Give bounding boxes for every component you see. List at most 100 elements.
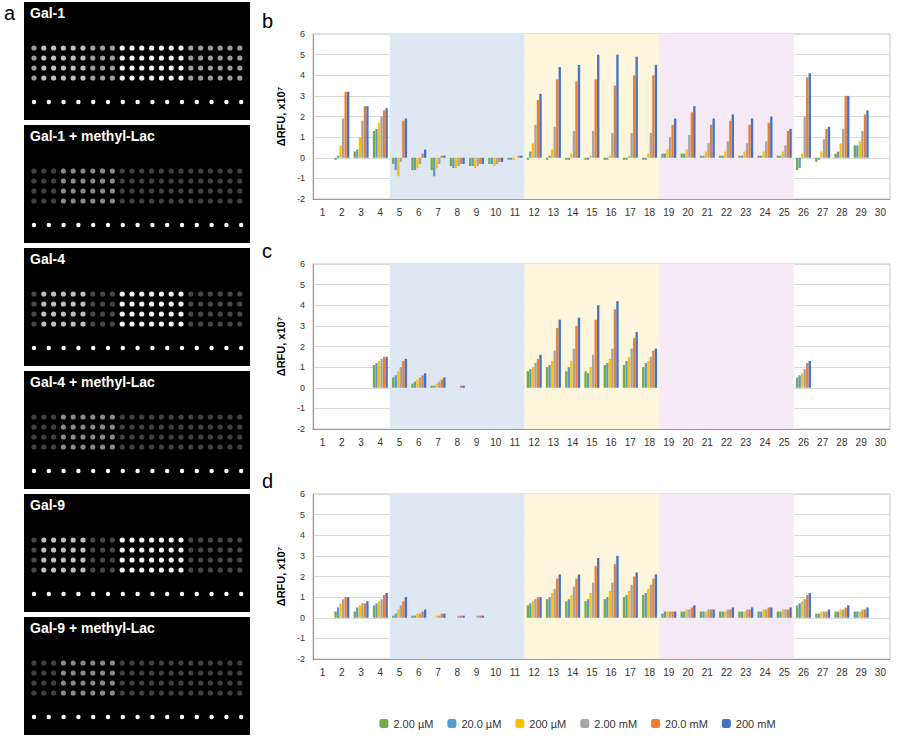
svg-text:26: 26 bbox=[798, 207, 810, 218]
svg-text:5: 5 bbox=[300, 280, 305, 290]
svg-text:20: 20 bbox=[682, 667, 694, 678]
svg-text:6: 6 bbox=[416, 667, 422, 678]
svg-text:7: 7 bbox=[435, 667, 441, 678]
svg-text:10: 10 bbox=[490, 437, 502, 448]
svg-text:3: 3 bbox=[358, 437, 364, 448]
svg-text:18: 18 bbox=[644, 437, 656, 448]
svg-text:1: 1 bbox=[300, 132, 305, 142]
svg-text:2: 2 bbox=[300, 572, 305, 582]
svg-text:13: 13 bbox=[548, 667, 560, 678]
svg-text:2.00 mM: 2.00 mM bbox=[594, 718, 637, 730]
svg-text:0: 0 bbox=[300, 153, 305, 163]
svg-text:3: 3 bbox=[300, 551, 305, 561]
svg-text:1: 1 bbox=[300, 362, 305, 372]
svg-text:4: 4 bbox=[300, 530, 305, 540]
svg-text:11: 11 bbox=[510, 667, 521, 678]
svg-text:2: 2 bbox=[339, 667, 345, 678]
svg-text:17: 17 bbox=[625, 667, 637, 678]
svg-text:22: 22 bbox=[721, 437, 733, 448]
svg-text:23: 23 bbox=[740, 437, 752, 448]
svg-text:19: 19 bbox=[663, 667, 675, 678]
svg-text:4: 4 bbox=[378, 207, 384, 218]
svg-text:0: 0 bbox=[300, 613, 305, 623]
svg-text:5: 5 bbox=[397, 667, 403, 678]
svg-text:4: 4 bbox=[378, 437, 384, 448]
svg-text:21: 21 bbox=[702, 207, 714, 218]
svg-text:21: 21 bbox=[702, 437, 714, 448]
svg-text:28: 28 bbox=[836, 207, 848, 218]
svg-text:ΔRFU, x10⁷: ΔRFU, x10⁷ bbox=[275, 546, 287, 606]
svg-text:18: 18 bbox=[644, 207, 656, 218]
svg-text:30: 30 bbox=[875, 437, 887, 448]
svg-text:d: d bbox=[262, 470, 273, 492]
svg-text:-2: -2 bbox=[297, 194, 305, 204]
svg-text:27: 27 bbox=[817, 207, 829, 218]
svg-text:16: 16 bbox=[606, 667, 618, 678]
svg-text:ΔRFU, x10⁷: ΔRFU, x10⁷ bbox=[275, 316, 287, 376]
svg-text:16: 16 bbox=[606, 437, 618, 448]
svg-text:29: 29 bbox=[856, 667, 868, 678]
svg-text:6: 6 bbox=[300, 29, 305, 39]
svg-text:20: 20 bbox=[682, 207, 694, 218]
svg-text:-1: -1 bbox=[297, 633, 305, 643]
svg-text:24: 24 bbox=[759, 667, 771, 678]
svg-text:1: 1 bbox=[300, 592, 305, 602]
svg-text:8: 8 bbox=[454, 207, 460, 218]
svg-text:ΔRFU, x10⁷: ΔRFU, x10⁷ bbox=[275, 86, 287, 146]
svg-text:28: 28 bbox=[836, 667, 848, 678]
svg-text:12: 12 bbox=[529, 667, 541, 678]
svg-text:18: 18 bbox=[644, 667, 656, 678]
svg-text:27: 27 bbox=[817, 437, 829, 448]
svg-text:23: 23 bbox=[740, 207, 752, 218]
svg-text:25: 25 bbox=[779, 667, 791, 678]
svg-text:28: 28 bbox=[836, 437, 848, 448]
svg-text:9: 9 bbox=[474, 207, 480, 218]
svg-text:2: 2 bbox=[339, 207, 345, 218]
svg-text:200 mM: 200 mM bbox=[736, 718, 776, 730]
svg-text:9: 9 bbox=[474, 437, 480, 448]
svg-text:7: 7 bbox=[435, 207, 441, 218]
svg-text:5: 5 bbox=[300, 50, 305, 60]
svg-text:24: 24 bbox=[759, 437, 771, 448]
svg-text:23: 23 bbox=[740, 667, 752, 678]
svg-text:19: 19 bbox=[663, 207, 675, 218]
svg-text:4: 4 bbox=[300, 300, 305, 310]
svg-text:20.0 µM: 20.0 µM bbox=[461, 718, 501, 730]
svg-text:25: 25 bbox=[779, 207, 791, 218]
svg-text:4: 4 bbox=[300, 70, 305, 80]
svg-text:2: 2 bbox=[300, 342, 305, 352]
svg-text:26: 26 bbox=[798, 437, 810, 448]
svg-text:12: 12 bbox=[529, 437, 541, 448]
svg-text:15: 15 bbox=[586, 667, 598, 678]
svg-text:24: 24 bbox=[759, 207, 771, 218]
svg-text:5: 5 bbox=[397, 207, 403, 218]
svg-text:16: 16 bbox=[606, 207, 618, 218]
svg-text:30: 30 bbox=[875, 667, 887, 678]
svg-text:14: 14 bbox=[567, 437, 579, 448]
svg-text:4: 4 bbox=[378, 667, 384, 678]
svg-text:7: 7 bbox=[435, 437, 441, 448]
svg-text:22: 22 bbox=[721, 667, 733, 678]
svg-text:14: 14 bbox=[567, 667, 579, 678]
svg-text:30: 30 bbox=[875, 207, 887, 218]
svg-text:17: 17 bbox=[625, 437, 637, 448]
svg-text:11: 11 bbox=[510, 437, 521, 448]
svg-text:c: c bbox=[262, 240, 272, 262]
svg-text:2: 2 bbox=[300, 112, 305, 122]
svg-text:17: 17 bbox=[625, 207, 637, 218]
svg-text:13: 13 bbox=[548, 207, 560, 218]
svg-text:20: 20 bbox=[682, 437, 694, 448]
svg-text:10: 10 bbox=[490, 667, 502, 678]
svg-text:-2: -2 bbox=[297, 424, 305, 434]
svg-text:10: 10 bbox=[490, 207, 502, 218]
svg-text:6: 6 bbox=[416, 437, 422, 448]
svg-text:29: 29 bbox=[856, 207, 868, 218]
svg-text:20.0 mM: 20.0 mM bbox=[665, 718, 708, 730]
svg-text:25: 25 bbox=[779, 437, 791, 448]
svg-text:200 µM: 200 µM bbox=[529, 718, 566, 730]
svg-text:15: 15 bbox=[586, 207, 598, 218]
svg-text:-1: -1 bbox=[297, 403, 305, 413]
svg-text:5: 5 bbox=[397, 437, 403, 448]
svg-text:8: 8 bbox=[454, 667, 460, 678]
svg-text:6: 6 bbox=[416, 207, 422, 218]
